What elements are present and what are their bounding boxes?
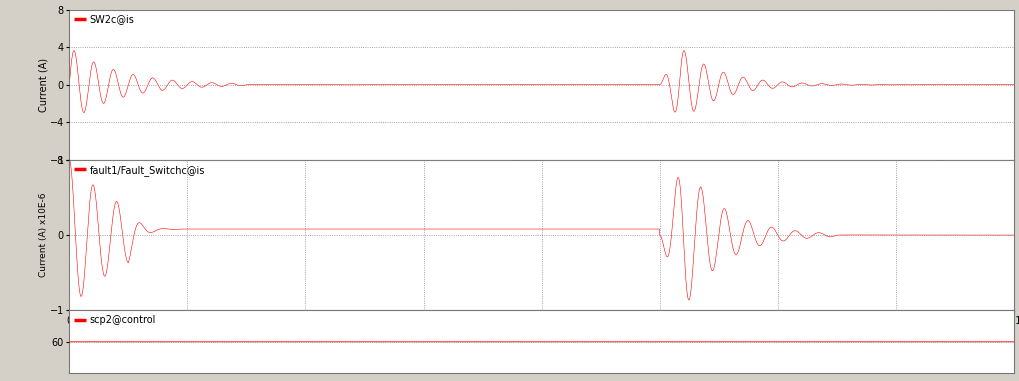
X-axis label: Time (s): Time (s) bbox=[522, 327, 561, 337]
Y-axis label: Current (A): Current (A) bbox=[38, 58, 48, 112]
Y-axis label: Current (A) x10E-6: Current (A) x10E-6 bbox=[39, 193, 48, 277]
Legend: SW2c@is: SW2c@is bbox=[72, 13, 137, 26]
Legend: scp2@control: scp2@control bbox=[72, 313, 158, 327]
Legend: fault1/Fault_Switchc@is: fault1/Fault_Switchc@is bbox=[72, 163, 207, 178]
